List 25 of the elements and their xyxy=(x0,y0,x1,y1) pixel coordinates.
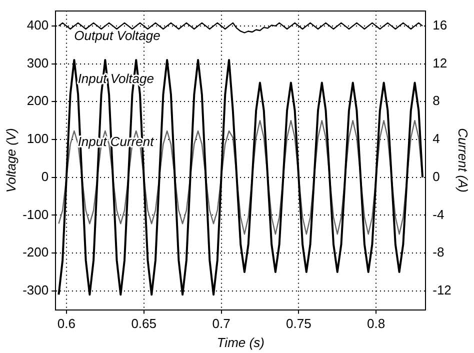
y-axis-title: Voltage (V) xyxy=(3,128,18,193)
y2-axis-title: Current (A) xyxy=(456,128,471,192)
y2-tick-label: 12 xyxy=(432,55,448,70)
y2-tick-label: -12 xyxy=(432,282,452,298)
y-tick-label: 200 xyxy=(26,93,49,108)
y2-tick-label: 0 xyxy=(432,168,440,184)
x-tick-label: 0.8 xyxy=(367,316,386,332)
series-label: Output Voltage xyxy=(74,28,160,43)
y2-tick-label: 4 xyxy=(432,131,440,146)
x-tick-label: 0.65 xyxy=(131,316,157,332)
y-tick-label: 400 xyxy=(26,18,49,33)
y2-tick-label: -4 xyxy=(432,206,444,222)
y2-tick-label: -8 xyxy=(432,244,444,260)
y-tick-label: 100 xyxy=(26,131,49,146)
y-tick-label: 0 xyxy=(41,168,49,184)
y-tick-label: -300 xyxy=(22,282,49,298)
x-tick-label: 0.7 xyxy=(212,316,230,332)
x-axis-title: Time (s) xyxy=(216,334,264,350)
y-tick-label: 300 xyxy=(26,55,49,70)
x-tick-label: 0.6 xyxy=(57,316,76,332)
y-tick-label: -200 xyxy=(22,244,49,260)
y-tick-label: -100 xyxy=(22,206,49,222)
y2-tick-label: 16 xyxy=(432,18,448,33)
y2-tick-label: 8 xyxy=(432,93,440,108)
x-tick-label: 0.75 xyxy=(286,316,312,332)
